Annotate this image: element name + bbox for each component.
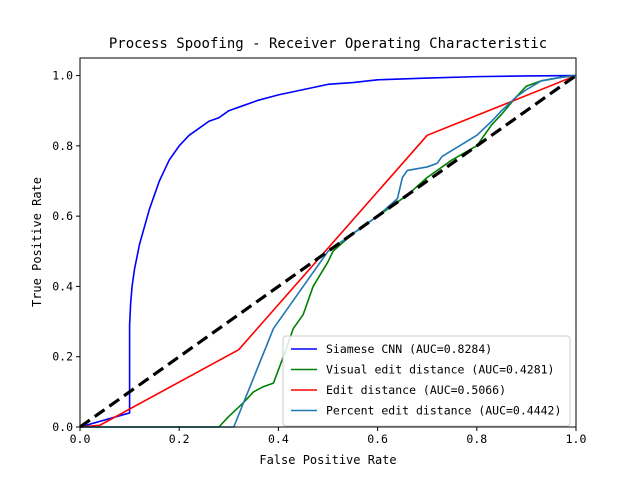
y-axis-label: True Positive Rate — [30, 177, 44, 307]
x-tick-label: 1.0 — [566, 432, 587, 446]
series-line-2 — [79, 74, 577, 428]
legend-entry-label: Percent edit distance (AUC=0.4442) — [326, 404, 561, 418]
legend-entry-label: Visual edit distance (AUC=0.4281) — [326, 363, 554, 377]
y-tick-label: 0.0 — [52, 420, 73, 434]
x-tick-label: 0.4 — [268, 432, 289, 446]
series-line-1 — [80, 74, 577, 428]
y-tick-label: 0.2 — [52, 350, 73, 364]
series-line-0 — [79, 74, 577, 428]
x-axis-label: False Positive Rate — [259, 453, 396, 467]
y-tick-label: 1.0 — [52, 69, 73, 83]
y-tick-label: 0.6 — [52, 209, 73, 223]
legend-box — [282, 335, 571, 427]
y-tick-label: 0.4 — [52, 279, 73, 293]
x-tick-label: 0.8 — [466, 432, 487, 446]
series-group — [79, 74, 577, 429]
legend-entry-label: Edit distance (AUC=0.5066) — [326, 383, 506, 397]
ticks-group: 0.0 0.2 0.4 0.6 0.8 1.0 0.0 0.2 0.4 0.6 0.8 1.0 — [52, 69, 586, 446]
y-tick-label: 0.8 — [52, 139, 73, 153]
chance-diagonal-line — [79, 74, 577, 429]
x-tick-label: 0.2 — [169, 432, 190, 446]
x-tick-label: 0.6 — [367, 432, 388, 446]
x-tick-label: 0.0 — [70, 432, 91, 446]
legend: Siamese CNN (AUC=0.8284) Visual edit dist… — [282, 335, 571, 427]
plot-frame — [79, 57, 577, 428]
legend-entry-label: Siamese CNN (AUC=0.8284) — [326, 342, 492, 356]
chart-title: Process Spoofing - Receiver Operating Ch… — [109, 36, 547, 52]
